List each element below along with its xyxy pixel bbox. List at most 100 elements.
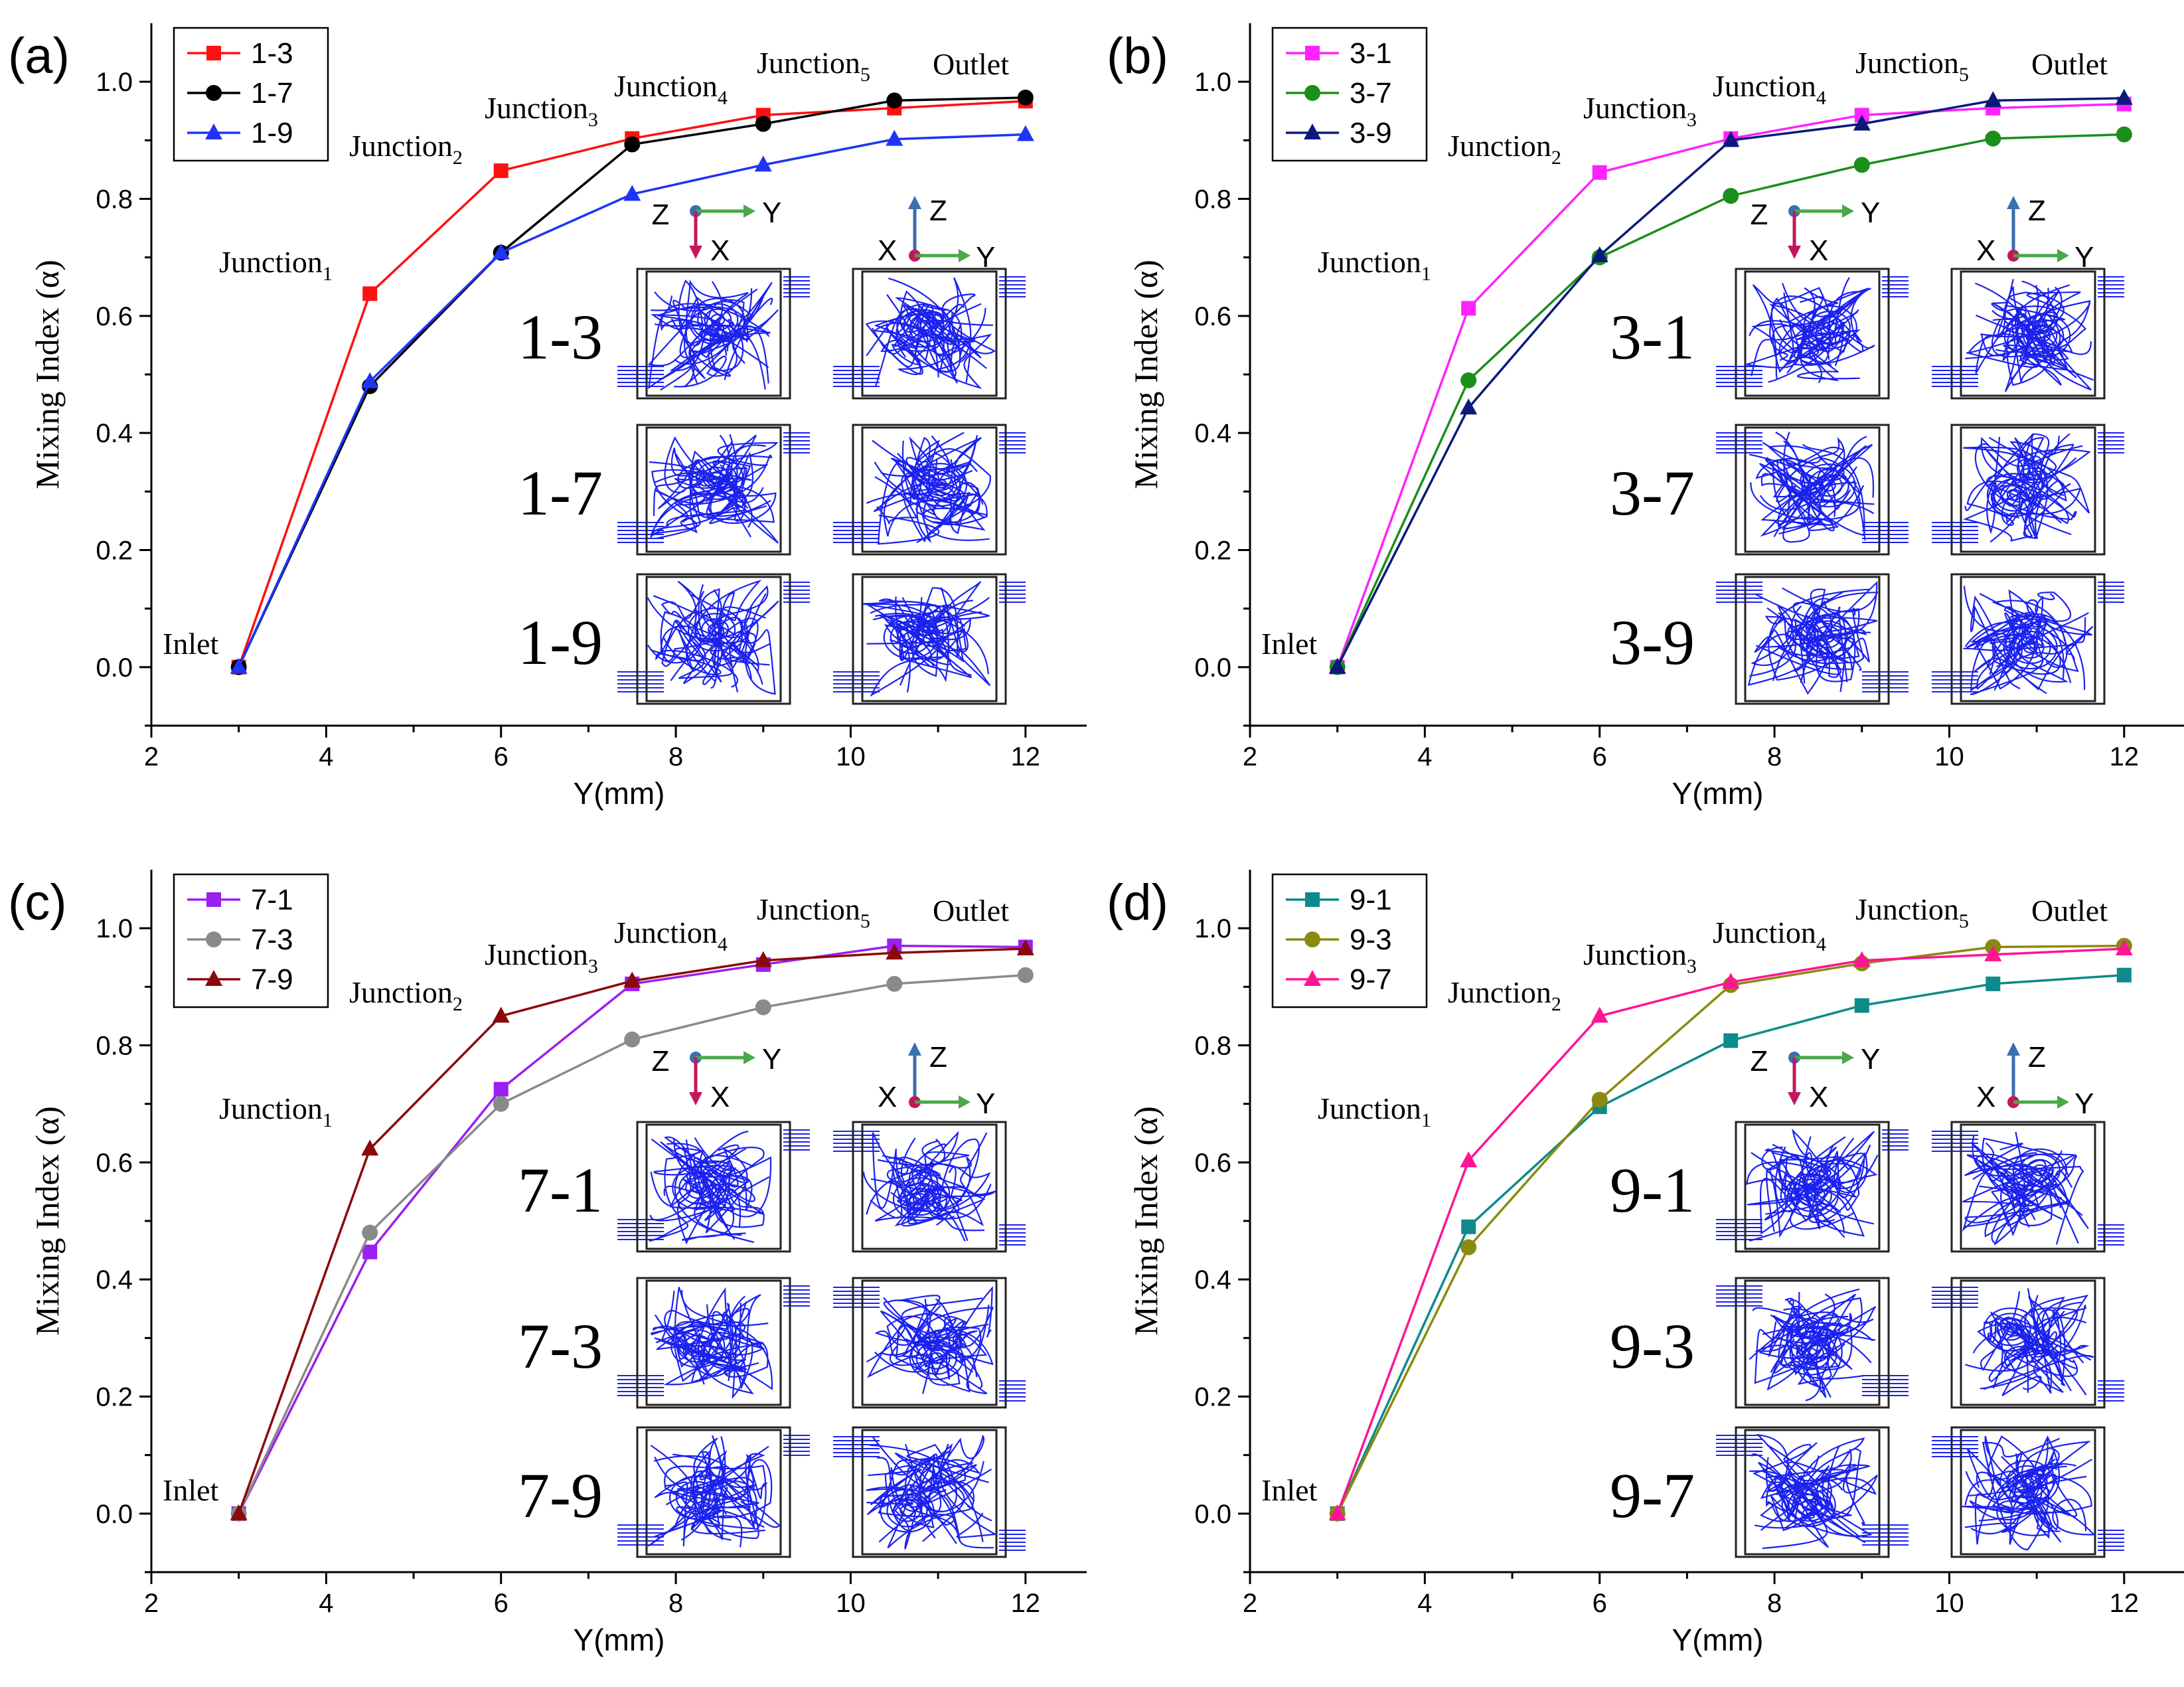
annotation-label: Junction3 xyxy=(1583,937,1697,977)
annotation-main: Outlet xyxy=(933,47,1009,81)
annotation-label: Junction3 xyxy=(1583,91,1697,131)
vortex-ring xyxy=(892,1176,948,1222)
streamline xyxy=(1962,1168,2037,1237)
box-inner-frame xyxy=(861,1279,998,1406)
data-point xyxy=(1723,1033,1739,1048)
box-frame xyxy=(1735,268,1890,400)
coord-label-x: X xyxy=(1809,234,1828,267)
legend-marker xyxy=(206,892,221,907)
streamline xyxy=(1766,1464,1856,1524)
vortex-ring xyxy=(880,1488,935,1533)
inset-label: 3-1 xyxy=(1610,301,1695,372)
coord-arrowhead-y xyxy=(743,204,755,218)
coord-axes-top-view: Z YX xyxy=(652,1043,782,1113)
streamline xyxy=(916,604,973,676)
box-inner-frame xyxy=(1744,270,1881,397)
x-tick-label: 6 xyxy=(1593,742,1607,771)
box-inner-frame xyxy=(645,426,782,553)
coord-label-y: Y xyxy=(976,1087,995,1120)
vortex-ring xyxy=(1802,305,1857,349)
coord-label-z: Z xyxy=(2028,1041,2046,1074)
streamline xyxy=(874,1295,941,1373)
streamline xyxy=(1789,1151,1865,1237)
data-point xyxy=(1853,114,1871,131)
data-point xyxy=(1591,1006,1608,1023)
coord-arrowhead-y xyxy=(959,1095,971,1109)
annotation-label: Junction2 xyxy=(349,975,463,1015)
coord-arrowhead-x xyxy=(1788,1092,1801,1105)
series-7-9 xyxy=(230,939,1034,1520)
vortex-ring xyxy=(700,618,730,641)
vortex-ring xyxy=(702,466,731,490)
vortex-ring xyxy=(2019,1153,2061,1187)
box-frame xyxy=(1950,1426,2106,1558)
streamline xyxy=(1982,605,2038,683)
vortex-ring xyxy=(692,1182,707,1194)
legend: 1-3 1-7 1-9 xyxy=(173,27,329,162)
legend-label: 7-3 xyxy=(251,924,293,956)
coord-axes-side-view: ZX Y xyxy=(878,1041,995,1120)
vortex-ring xyxy=(1989,1313,2031,1346)
streamline xyxy=(698,1301,765,1381)
coord-label-x: X xyxy=(1976,234,1995,267)
series-7-1 xyxy=(231,938,1033,1521)
legend-marker xyxy=(206,46,221,60)
vortex-ring xyxy=(1796,1342,1824,1365)
x-tick-label: 6 xyxy=(494,742,508,771)
annotation-subscript: 4 xyxy=(1816,87,1826,109)
annotation-main: Junction xyxy=(1855,892,1959,926)
data-point xyxy=(1017,89,1034,106)
box-inner-frame xyxy=(1960,1123,2096,1250)
streamline xyxy=(1970,595,2077,690)
data-point xyxy=(1460,1151,1478,1168)
box-frame xyxy=(1950,1277,2106,1409)
series-3-9 xyxy=(1328,88,2133,674)
legend-marker xyxy=(1304,931,1320,947)
annotation-subscript: 1 xyxy=(1421,263,1431,285)
annotation-main: Junction xyxy=(757,46,860,80)
streamline xyxy=(872,1436,961,1542)
legend-label: 9-7 xyxy=(1350,963,1392,996)
streamline xyxy=(1760,1442,1844,1499)
streamline xyxy=(906,597,990,661)
data-point xyxy=(362,1224,378,1241)
vortex-ring xyxy=(1801,463,1856,508)
y-tick-label: 0.0 xyxy=(96,1500,133,1529)
box-inner-frame xyxy=(1960,576,2096,702)
vortex-ring xyxy=(1794,1493,1823,1517)
data-point xyxy=(361,372,379,388)
legend-label: 9-1 xyxy=(1350,884,1392,916)
box-frame xyxy=(852,1121,1007,1253)
streamline xyxy=(919,1298,994,1351)
streamline xyxy=(1780,1288,1876,1368)
box-frame xyxy=(1950,573,2106,705)
y-tick-label: 0.2 xyxy=(1194,536,1231,566)
vortex-ring xyxy=(696,461,738,495)
legend-marker xyxy=(1304,85,1320,101)
vortex-ring xyxy=(2023,641,2038,654)
annotation-label: Junction4 xyxy=(1713,69,1826,109)
panel-label: (b) xyxy=(1107,28,1168,84)
vortex-ring xyxy=(1789,1336,1831,1370)
annotation-main: Junction xyxy=(485,91,588,125)
vortex-ring xyxy=(687,607,743,652)
x-tick-label: 10 xyxy=(836,742,866,771)
box-frame xyxy=(636,268,791,400)
panel-d-xy-streamline-box xyxy=(1716,1277,1909,1409)
box-inner-frame xyxy=(645,1429,782,1556)
panel-label: (d) xyxy=(1107,874,1168,931)
inset-label: 7-9 xyxy=(518,1460,603,1531)
x-tick-label: 2 xyxy=(144,1589,159,1618)
panel-b-yz-streamline-box xyxy=(1932,424,2124,556)
x-tick-label: 12 xyxy=(2110,1589,2140,1618)
coord-label-x: X xyxy=(710,1081,730,1113)
streamline xyxy=(1777,481,1857,531)
panel-a-xy-streamline-box xyxy=(617,573,810,705)
legend-label: 7-9 xyxy=(251,963,293,996)
panel-c-yz-streamline-box xyxy=(833,1121,1026,1253)
streamline xyxy=(2000,1170,2073,1227)
box-frame xyxy=(852,1426,1007,1558)
annotation-label: Junction5 xyxy=(757,46,870,86)
x-axis-title: Y(mm) xyxy=(574,1623,665,1657)
vortex-ring xyxy=(899,1182,941,1216)
